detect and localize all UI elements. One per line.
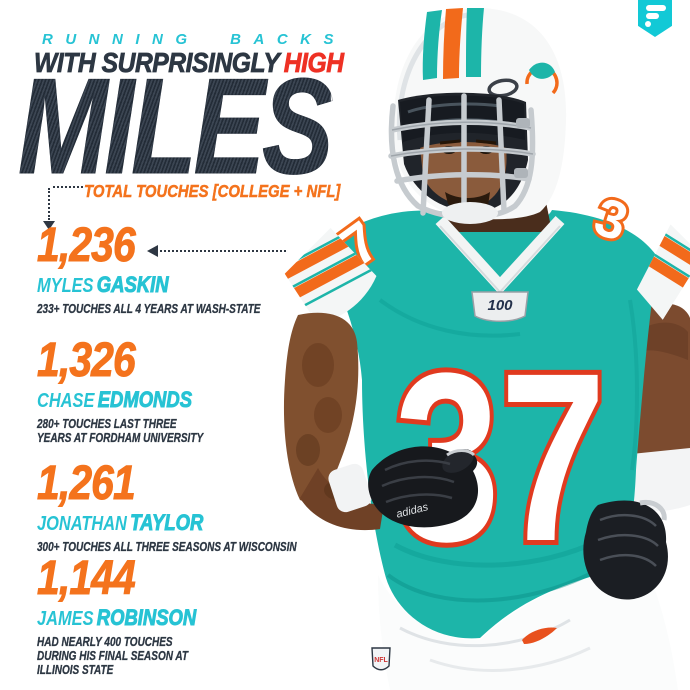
stat-note: 233+ TOUCHES ALL 4 YEARS AT WASH-STATE [37,301,261,316]
f-badge-icon [646,5,666,11]
tattooed-arm [283,312,384,531]
player-last-name: GASKIN [96,272,169,297]
svg-text:NFL: NFL [374,657,388,664]
headline-highlight: HIGH [283,47,344,79]
stat-james-robinson: 1,144 JAMES ROBINSON HAD NEARLY 400 TOUCH… [37,552,337,677]
player-name: CHASE EDMONDS [37,387,337,412]
player-name: MYLES GASKIN [37,272,337,297]
headline: WITH SURPRISINGLYHIGH [34,47,345,79]
wristband [328,463,372,513]
pants-nfl-shield: NFL [371,647,391,671]
stat-note: 300+ TOUCHES ALL THREE SEASONS AT WISCON… [37,539,297,554]
jersey [322,210,658,639]
helmet-stripe-orange [443,8,463,79]
stat-jonathan-taylor: 1,261 JONATHAN TAYLOR 300+ TOUCHES ALL TH… [37,457,337,554]
player-first-name: JAMES [37,608,94,630]
right-glove [583,499,668,600]
headline-text: WITH SURPRISINGLY [34,47,280,79]
helmet-stripe-teal-left [422,10,442,80]
stat-chase-edmonds: 1,326 CHASE EDMONDS 280+ TOUCHES LAST THR… [37,334,337,445]
player-last-name: TAYLOR [130,510,204,535]
stat-note: 280+ TOUCHES LAST THREE YEARS AT FORDHAM… [37,416,204,445]
arrow-down-head-icon [43,221,55,230]
touches-value: 1,236 [37,219,137,272]
adidas-glove: adidas [368,446,479,528]
stat-myles-gaskin: 1,236 MYLES GASKIN 233+ TOUCHES ALL 4 YEA… [37,219,337,316]
helmet-stripe-teal-right [466,8,484,77]
elbow-band [622,448,690,512]
player-name: JONATHAN TAYLOR [37,510,337,535]
touches-value: 1,261 [37,457,137,510]
player-last-name: ROBINSON [96,605,197,630]
subtitle-total-touches: TOTAL TOUCHES [COLLEGE + NFL] [84,181,341,202]
svg-text:100: 100 [487,297,513,314]
stat-note: HAD NEARLY 400 TOUCHES DURING HIS FINAL … [37,634,188,677]
nike-swoosh [522,627,557,644]
arrow-down-dotted [43,186,88,230]
player-first-name: JONATHAN [37,513,127,535]
kicker-running-backs: RUNNING BACKS [42,31,346,48]
helmet [388,8,567,224]
touches-value: 1,326 [37,334,137,387]
arrow-left-head-icon [147,245,158,257]
nfl-100-badge: 100 [471,291,529,322]
player-last-name: EDMONDS [97,387,193,412]
player-name: JAMES ROBINSON [37,605,337,630]
helmet-vent [487,78,519,98]
touches-value: 1,144 [37,552,137,605]
arrow-left-dotted [147,245,289,259]
title-miles: MILES [18,50,334,202]
player-first-name: CHASE [37,390,95,412]
dolphins-logo [525,62,559,95]
chin-strap [442,202,498,224]
player-first-name: MYLES [37,275,94,297]
